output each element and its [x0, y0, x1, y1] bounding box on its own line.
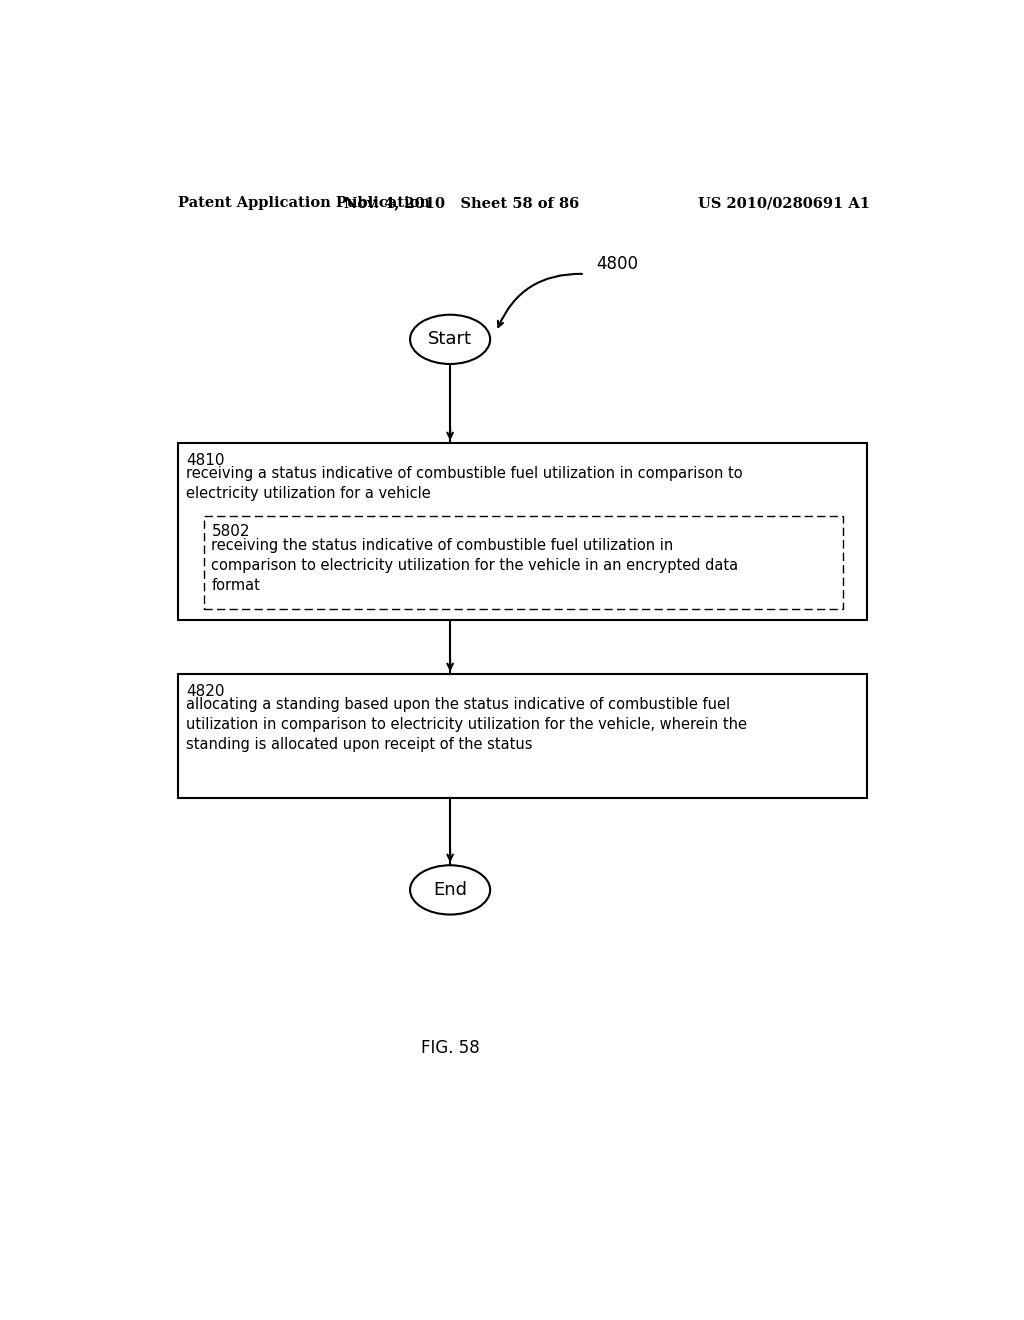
- Text: allocating a standing based upon the status indicative of combustible fuel
utili: allocating a standing based upon the sta…: [186, 697, 746, 752]
- Bar: [178, 444, 867, 620]
- Text: receiving a status indicative of combustible fuel utilization in comparison to
e: receiving a status indicative of combust…: [186, 466, 742, 502]
- Text: US 2010/0280691 A1: US 2010/0280691 A1: [697, 197, 869, 210]
- Text: FIG. 58: FIG. 58: [421, 1039, 479, 1057]
- Text: Nov. 4, 2010   Sheet 58 of 86: Nov. 4, 2010 Sheet 58 of 86: [344, 197, 580, 210]
- Bar: [204, 516, 843, 609]
- Ellipse shape: [410, 866, 490, 915]
- Bar: [178, 675, 867, 797]
- Text: End: End: [433, 880, 467, 899]
- Text: 4820: 4820: [186, 684, 224, 698]
- Text: Patent Application Publication: Patent Application Publication: [178, 197, 430, 210]
- Text: Start: Start: [428, 330, 472, 348]
- Text: receiving the status indicative of combustible fuel utilization in
comparison to: receiving the status indicative of combu…: [211, 539, 738, 593]
- Ellipse shape: [410, 314, 490, 364]
- Text: 5802: 5802: [211, 524, 250, 539]
- Text: 4800: 4800: [596, 255, 638, 273]
- Text: 4810: 4810: [186, 453, 224, 467]
